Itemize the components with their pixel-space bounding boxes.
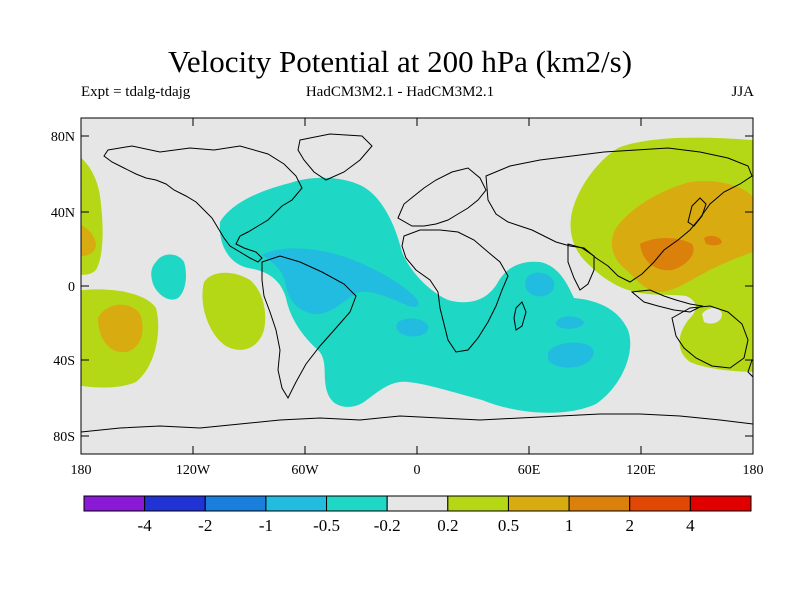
neg-contour-south-indian: [548, 342, 594, 368]
colorbar-swatch: [144, 495, 206, 512]
colorbar-swatch: [265, 495, 328, 512]
neg-contour-pacific: [151, 254, 186, 300]
neg-contour-mid-america: [262, 248, 419, 314]
coastline-asia: [485, 147, 753, 283]
colorbar-label: 2: [625, 516, 634, 535]
colorbar-swatch: [326, 495, 388, 512]
colorbar-swatch: [447, 495, 509, 512]
neg-contour-south-atlantic: [396, 318, 429, 337]
coastline-north-america: [103, 145, 303, 263]
lon-tick-label: 120W: [176, 463, 211, 478]
colorbar-label: -2: [198, 516, 212, 535]
neg-contour-africa: [525, 272, 555, 297]
coastline-japan: [687, 197, 707, 227]
chart-title: Velocity Potential at 200 hPa (km2/s): [167, 44, 633, 79]
coastline-antarctica: [81, 413, 753, 433]
lon-tick-label: 180: [71, 463, 92, 478]
lon-tick-label: 120E: [626, 463, 656, 478]
colorbar-label: 0.2: [437, 516, 458, 535]
colorbar-label: -0.5: [313, 516, 340, 535]
experiment-label: Expt = tdalg-tdajg: [81, 84, 191, 100]
lat-tick-label: 40N: [51, 206, 75, 221]
colorbar: -4 -2 -1 -0.5 -0.2 0.2 0.5 1 2 4: [83, 495, 752, 535]
coastline-south-america: [261, 255, 357, 400]
colorbar-label: 0.5: [498, 516, 519, 535]
coastline-new-zealand: [747, 359, 753, 378]
neg-contour-indian: [555, 316, 584, 329]
colorbar-label: 4: [686, 516, 695, 535]
map-axes: 80N 40N 0 40S 80S 180 120W 60W 0 60E 120E 180: [51, 118, 764, 478]
colorbar-swatch: [629, 495, 691, 512]
pos-contour-western-pacific: [704, 235, 722, 246]
neg-contour-light: [219, 177, 631, 413]
colorbar-label: -1: [259, 516, 273, 535]
lat-tick-label: 80N: [51, 130, 75, 145]
coastline-indonesia: [630, 289, 704, 313]
colorbar-label: -0.2: [374, 516, 401, 535]
colorbar-swatch: [507, 495, 570, 512]
lon-tick-label: 0: [414, 463, 421, 478]
neutral-hole-australia: [702, 308, 722, 324]
lon-tick-label: 60W: [291, 463, 319, 478]
colorbar-swatch: [386, 495, 449, 512]
coastline-europe: [397, 167, 487, 227]
lat-tick-label: 40S: [53, 354, 75, 369]
colorbar-swatch: [83, 495, 146, 512]
colorbar-swatch: [204, 495, 267, 512]
colorbar-swatch: [689, 495, 752, 512]
model-label: HadCM3M2.1 - HadCM3M2.1: [305, 84, 495, 100]
colorbar-swatch: [568, 495, 631, 512]
pos-contour-pacific-orange: [98, 304, 143, 353]
lat-tick-label: 0: [68, 280, 75, 295]
season-label: JJA: [731, 84, 754, 100]
coastline-africa: [401, 229, 509, 353]
colorbar-label: 1: [565, 516, 574, 535]
coastline-australia: [671, 305, 749, 369]
contour-fields: [81, 137, 753, 413]
pos-contour-south-pacific-east: [202, 272, 266, 350]
lon-tick-label: 180: [743, 463, 764, 478]
colorbar-label: -4: [138, 516, 153, 535]
coastlines: [81, 133, 753, 433]
lat-tick-label: 80S: [53, 430, 75, 445]
lon-tick-label: 60E: [518, 463, 541, 478]
coastline-madagascar: [513, 301, 527, 331]
coastline-india: [567, 243, 595, 291]
pos-contour-far-west: [81, 224, 96, 257]
coastline-greenland: [297, 133, 373, 181]
